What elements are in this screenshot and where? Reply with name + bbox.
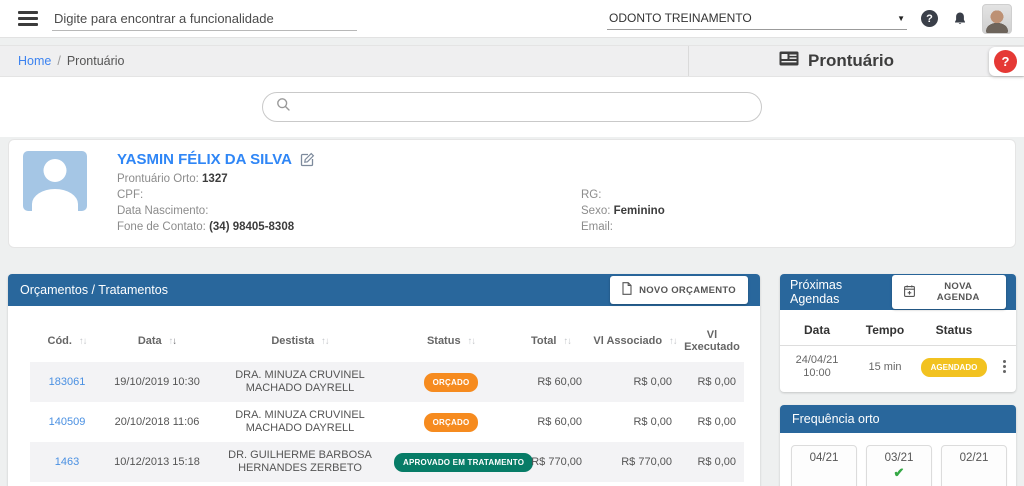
- clinic-selector-value: ODONTO TREINAMENTO: [609, 11, 752, 25]
- agendas-header: Próximas Agendas NOVA AGENDA: [780, 274, 1016, 310]
- budget-code-link[interactable]: 1463: [55, 456, 79, 468]
- col-header-vl-associado[interactable]: Vl Associado↑↓: [590, 320, 680, 362]
- col-header-status[interactable]: Status↑↓: [390, 320, 512, 362]
- budget-code-link[interactable]: 140509: [49, 416, 86, 428]
- patient-field: Sexo: Feminino: [581, 203, 665, 219]
- table-row: 183061 19/10/2019 10:30 DRA. MINUZA CRUV…: [30, 362, 744, 402]
- sort-icon: ↑↓: [321, 336, 329, 347]
- vcard-icon: [779, 51, 799, 71]
- ortho-frequency-card: Frequência orto 04/21✔ 03/21✔ 02/21✔ 01/…: [780, 405, 1016, 486]
- breadcrumb-bar: Home / Prontuário Prontuário ?: [0, 45, 1024, 77]
- col-header-vl-executado[interactable]: Vl Executado: [680, 320, 744, 362]
- status-badge: ORÇADO: [424, 413, 479, 432]
- search-icon: [276, 97, 291, 117]
- patient-info-left: YASMIN FÉLIX DA SILVA Prontuário Orto: 1…: [103, 151, 565, 235]
- next-agendas-card: Próximas Agendas NOVA AGENDA Data Tempo …: [780, 274, 1016, 392]
- status-badge: ORÇADO: [424, 373, 479, 392]
- month-cell[interactable]: 04/21✔: [791, 445, 857, 486]
- page-title: Prontuário: [808, 51, 894, 71]
- agenda-col-time: Tempo: [854, 314, 916, 346]
- floating-help-tab: ?: [989, 47, 1024, 76]
- agendas-table: Data Tempo Status 24/04/2110:00 15 min A…: [780, 314, 1016, 392]
- sort-icon: ↑↓: [169, 336, 177, 347]
- help-button[interactable]: ?: [994, 50, 1017, 73]
- patient-field: CPF:: [117, 187, 565, 203]
- breadcrumb-separator: /: [57, 54, 60, 68]
- breadcrumb-home-link[interactable]: Home: [18, 54, 51, 68]
- month-cell[interactable]: 03/21✔: [866, 445, 932, 486]
- help-icon[interactable]: ?: [921, 10, 938, 27]
- col-header-date[interactable]: Data↑↓: [104, 320, 210, 362]
- user-avatar[interactable]: [982, 4, 1012, 34]
- sort-icon: ↑↓: [79, 336, 87, 347]
- check-icon: ✔: [867, 465, 931, 481]
- patient-search-box[interactable]: [262, 92, 762, 122]
- frequency-title: Frequência orto: [792, 412, 880, 426]
- frequency-grid: 04/21✔ 03/21✔ 02/21✔ 01/21✔ 12/20✔ 11/20…: [780, 433, 1016, 486]
- table-row: 140509 20/10/2018 11:06 DRA. MINUZA CRUV…: [30, 402, 744, 442]
- budget-code-link[interactable]: 183061: [49, 376, 86, 388]
- patient-field: Email:: [581, 219, 665, 235]
- patient-field: RG:: [581, 187, 665, 203]
- page-title-area: Prontuário: [689, 51, 1024, 71]
- notifications-bell-icon[interactable]: [952, 11, 968, 27]
- calendar-icon: [904, 285, 915, 300]
- main-content: Orçamentos / Tratamentos NOVO ORÇAMENTO …: [8, 274, 1016, 486]
- right-column: Próximas Agendas NOVA AGENDA Data Tempo …: [780, 274, 1016, 486]
- patient-avatar: [23, 151, 87, 211]
- table-row: 1463 10/12/2013 15:18 DR. GUILHERME BARB…: [30, 442, 744, 482]
- new-agenda-button[interactable]: NOVA AGENDA: [892, 275, 1006, 309]
- patient-field: Fone de Contato: (34) 98405-8308: [117, 219, 565, 235]
- patient-field: Prontuário Orto: 1327: [117, 171, 565, 187]
- clinic-selector[interactable]: ODONTO TREINAMENTO ▼: [607, 7, 907, 30]
- status-badge: APROVADO EM TRATAMENTO: [394, 453, 533, 472]
- row-menu-icon[interactable]: [1003, 360, 1006, 373]
- budgets-header: Orçamentos / Tratamentos NOVO ORÇAMENTO: [8, 274, 760, 306]
- sort-icon: ↑↓: [669, 336, 677, 347]
- chevron-down-icon: ▼: [897, 14, 905, 23]
- agendas-title: Próximas Agendas: [790, 278, 892, 306]
- budgets-card: Orçamentos / Tratamentos NOVO ORÇAMENTO …: [8, 274, 760, 486]
- top-navbar: ODONTO TREINAMENTO ▼ ?: [0, 0, 1024, 38]
- sort-icon: ↑↓: [468, 336, 476, 347]
- agenda-row: 24/04/2110:00 15 min AGENDADO: [780, 346, 1016, 393]
- hamburger-menu-icon[interactable]: [18, 11, 38, 26]
- edit-patient-icon[interactable]: [300, 152, 315, 167]
- month-cell[interactable]: 02/21✔: [941, 445, 1007, 486]
- patient-info-right: RG: Sexo: Feminino Email:: [581, 151, 665, 235]
- new-budget-button[interactable]: NOVO ORÇAMENTO: [610, 276, 748, 304]
- patient-name: YASMIN FÉLIX DA SILVA: [117, 151, 292, 168]
- patient-search-input[interactable]: [299, 100, 748, 114]
- agenda-col-status: Status: [916, 314, 992, 346]
- col-header-code[interactable]: Cód.↑↓: [30, 320, 104, 362]
- col-header-dentist[interactable]: Destista↑↓: [210, 320, 390, 362]
- search-band: [0, 77, 1024, 137]
- frequency-header: Frequência orto: [780, 405, 1016, 433]
- file-icon: [622, 282, 632, 298]
- col-header-total[interactable]: Total↑↓: [512, 320, 590, 362]
- sort-icon: ↑↓: [563, 336, 571, 347]
- budgets-table: Cód.↑↓ Data↑↓ Destista↑↓ Status↑↓ Total↑…: [30, 320, 744, 482]
- agenda-col-date: Data: [780, 314, 854, 346]
- agenda-status-badge: AGENDADO: [921, 358, 988, 377]
- patient-card: YASMIN FÉLIX DA SILVA Prontuário Orto: 1…: [8, 139, 1016, 248]
- budgets-title: Orçamentos / Tratamentos: [20, 283, 168, 297]
- patient-field: Data Nascimento:: [117, 203, 565, 219]
- functionality-search-input[interactable]: [52, 7, 357, 31]
- breadcrumb: Home / Prontuário: [0, 54, 688, 68]
- breadcrumb-current: Prontuário: [67, 54, 125, 68]
- pagination: << < 1 > >>: [8, 482, 760, 486]
